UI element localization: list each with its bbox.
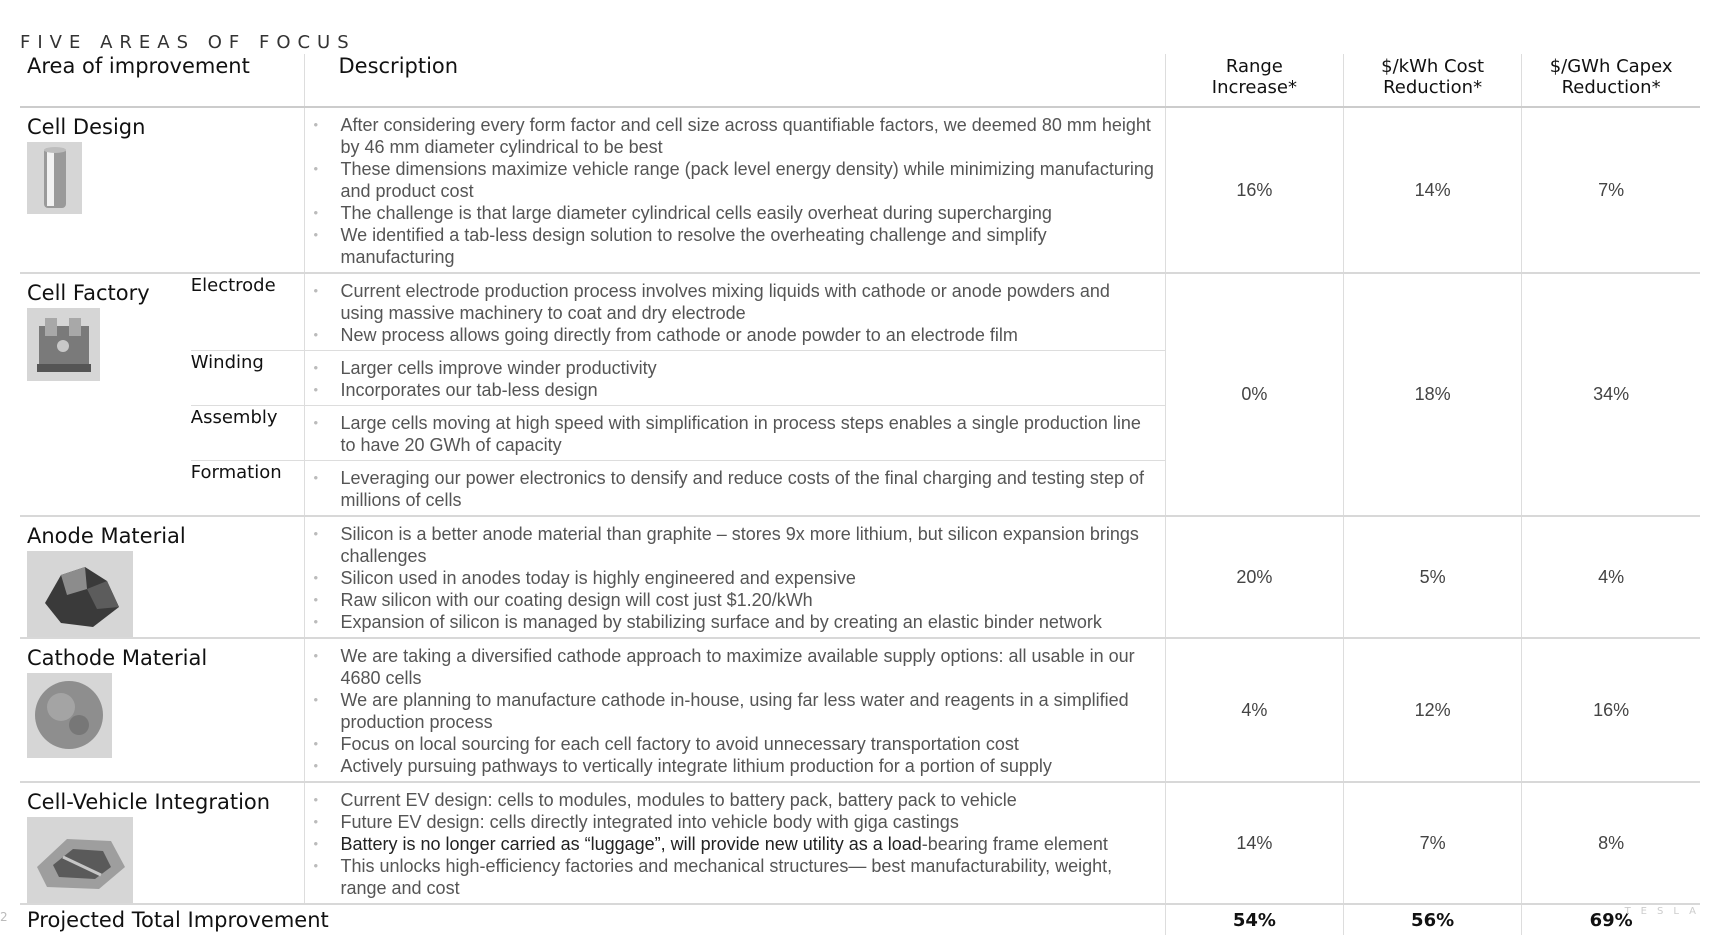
- row-assembly: Assembly Large cells moving at high spee…: [20, 405, 1700, 461]
- description-electrode: Current electrode production process inv…: [304, 272, 1166, 351]
- col-header-area: Area of improvement: [20, 54, 305, 108]
- area-anode-material: Anode Material: [20, 515, 305, 638]
- bullet-emphasis: Battery is no longer carried as “luggage…: [340, 834, 922, 854]
- range-value: 14%: [1164, 781, 1344, 904]
- bullet: Future EV design: cells directly integra…: [313, 811, 1154, 833]
- row-winding: Winding Larger cells improve winder prod…: [20, 350, 1700, 406]
- bullet: This unlocks high-efficiency factories a…: [313, 855, 1154, 899]
- row-cell-factory: Cell Factory Electrode Current electrode…: [20, 272, 1700, 516]
- sub-label-winding: Winding: [190, 350, 305, 406]
- cylindrical-cell-image: [27, 142, 82, 214]
- area-cell-factory: Cell Factory: [20, 272, 191, 516]
- page-number: 2: [0, 910, 8, 924]
- section-kicker: FIVE AREAS OF FOCUS: [20, 32, 356, 53]
- cost-value: 14%: [1342, 107, 1522, 273]
- capex-value: 16%: [1521, 637, 1700, 782]
- total-label: Projected Total Improvement: [20, 903, 1166, 935]
- row-anode-material: Anode Material Silicon is a better anode…: [20, 515, 1700, 638]
- bullet: Leveraging our power electronics to dens…: [313, 467, 1154, 511]
- description-formation: Leveraging our power electronics to dens…: [304, 460, 1166, 516]
- area-cathode-material: Cathode Material: [20, 637, 305, 782]
- col-header-range-l2: Increase*: [1211, 77, 1297, 98]
- range-value: 0%: [1164, 272, 1344, 516]
- cost-value: 7%: [1342, 781, 1522, 904]
- description-cell-vehicle-integration: Current EV design: cells to modules, mod…: [304, 781, 1166, 904]
- col-header-cost-l1: $/kWh Cost: [1381, 56, 1485, 77]
- factory-machine-image: [27, 308, 100, 381]
- cost-value: 12%: [1342, 637, 1522, 782]
- range-value: 4%: [1164, 637, 1344, 782]
- total-range: 54%: [1164, 903, 1344, 935]
- capex-value: 7%: [1521, 107, 1700, 273]
- bullet: Focus on local sourcing for each cell fa…: [313, 733, 1154, 755]
- bullet: Current EV design: cells to modules, mod…: [313, 789, 1154, 811]
- bullet: Large cells moving at high speed with si…: [313, 412, 1154, 456]
- col-header-capex-l2: Reduction*: [1561, 77, 1661, 98]
- cathode-particle-image: [27, 673, 112, 758]
- col-header-description: Description: [304, 54, 1166, 108]
- bullet: Larger cells improve winder productivity: [313, 357, 1154, 379]
- capex-value: 4%: [1521, 515, 1700, 638]
- area-title: Cell Design: [27, 115, 146, 139]
- bullet: Actively pursuing pathways to vertically…: [313, 755, 1154, 777]
- bullet: Silicon is a better anode material than …: [313, 523, 1154, 567]
- bullet: Current electrode production process inv…: [313, 280, 1154, 324]
- sub-label-formation: Formation: [190, 460, 305, 516]
- vehicle-frame-image: [27, 817, 133, 903]
- area-cell-vehicle-integration: Cell-Vehicle Integration: [20, 781, 305, 904]
- bullet: We identified a tab-less design solution…: [313, 224, 1154, 268]
- area-title: Cell Factory: [27, 281, 150, 305]
- row-cathode-material: Cathode Material We are taking a diversi…: [20, 637, 1700, 782]
- row-cell-design: Cell Design After considering every form…: [20, 107, 1700, 273]
- bullet: Battery is no longer carried as “luggage…: [313, 833, 1154, 855]
- bullet: Silicon used in anodes today is highly e…: [313, 567, 1154, 589]
- col-header-capex-l1: $/GWh Capex: [1549, 56, 1673, 77]
- bullet-rest: -bearing frame element: [921, 834, 1108, 854]
- area-title: Cell-Vehicle Integration: [27, 790, 271, 814]
- range-value: 16%: [1164, 107, 1344, 273]
- capex-value: 34%: [1521, 272, 1700, 516]
- area-cell-design: Cell Design: [20, 107, 305, 273]
- bullet: Raw silicon with our coating design will…: [313, 589, 1154, 611]
- description-anode-material: Silicon is a better anode material than …: [304, 515, 1166, 638]
- col-header-range-l1: Range: [1225, 56, 1283, 77]
- capex-value: 8%: [1521, 781, 1700, 904]
- bullet: We are planning to manufacture cathode i…: [313, 689, 1154, 733]
- row-total: Projected Total Improvement 54% 56% 69%: [20, 903, 1700, 935]
- range-value: 20%: [1164, 515, 1344, 638]
- bullet: Expansion of silicon is managed by stabi…: [313, 611, 1154, 633]
- cost-value: 18%: [1342, 272, 1522, 516]
- area-title: Cathode Material: [27, 646, 208, 670]
- bullet: These dimensions maximize vehicle range …: [313, 158, 1154, 202]
- bullet: Incorporates our tab-less design: [313, 379, 1154, 401]
- cost-value: 5%: [1342, 515, 1522, 638]
- sub-label-assembly: Assembly: [190, 405, 305, 461]
- header-row: Area of improvement Description Range Inc…: [20, 54, 1700, 108]
- description-assembly: Large cells moving at high speed with si…: [304, 405, 1166, 461]
- row-formation: Formation Leveraging our power electroni…: [20, 460, 1700, 516]
- col-header-cost-l2: Reduction*: [1383, 77, 1483, 98]
- col-header-capex: $/GWh Capex Reduction*: [1521, 54, 1700, 108]
- bullet: After considering every form factor and …: [313, 114, 1154, 158]
- description-cathode-material: We are taking a diversified cathode appr…: [304, 637, 1166, 782]
- col-header-range: Range Increase*: [1164, 54, 1344, 108]
- sub-label-electrode: Electrode: [190, 272, 305, 351]
- description-cell-design: After considering every form factor and …: [304, 107, 1166, 273]
- area-title: Anode Material: [27, 524, 186, 548]
- brand-wordmark: TESLA: [1624, 906, 1706, 917]
- description-winding: Larger cells improve winder productivity…: [304, 350, 1166, 406]
- row-cell-vehicle-integration: Cell-Vehicle Integration Current EV desi…: [20, 781, 1700, 904]
- col-header-cost: $/kWh Cost Reduction*: [1342, 54, 1522, 108]
- total-cost: 56%: [1342, 903, 1522, 935]
- silicon-chunk-image: [27, 551, 133, 637]
- bullet: We are taking a diversified cathode appr…: [313, 645, 1154, 689]
- focus-table: Area of improvement Description Range Inc…: [20, 54, 1700, 935]
- bullet: The challenge is that large diameter cyl…: [313, 202, 1154, 224]
- bullet: New process allows going directly from c…: [313, 324, 1154, 346]
